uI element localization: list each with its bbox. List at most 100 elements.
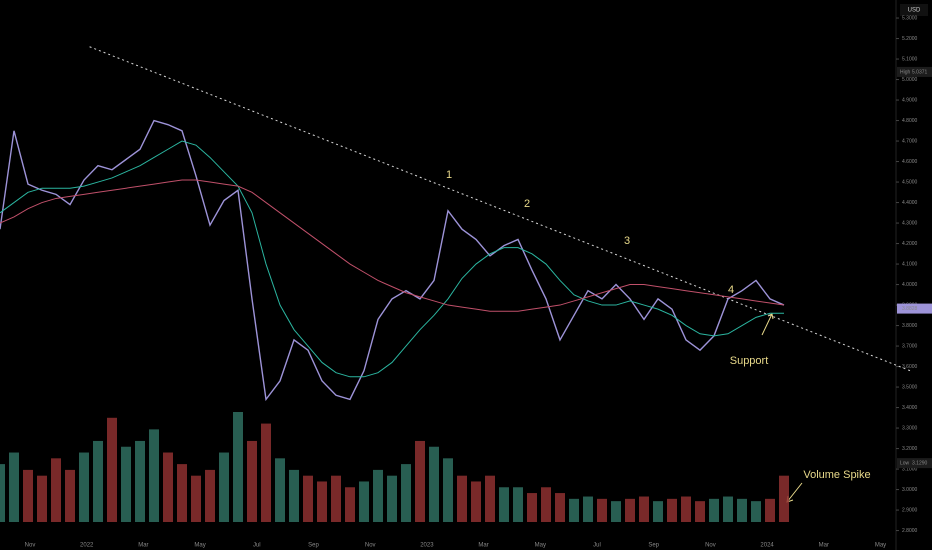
volume-bar (149, 429, 159, 522)
moving-average (0, 179, 785, 312)
volume-bar (303, 475, 313, 522)
annotation: 3 (624, 235, 630, 247)
x-tick-label: Sep (648, 543, 659, 549)
volume-bar (177, 464, 187, 522)
moving-average (0, 140, 784, 378)
volume-bar (569, 498, 579, 522)
volume-bar (639, 496, 649, 522)
x-tick-label: 2023 (420, 543, 434, 549)
y-tick-label: 4.3000 (902, 220, 918, 226)
volume-bar (275, 458, 285, 522)
volume-bar (415, 440, 425, 522)
x-tick-label: Sep (308, 543, 319, 549)
y-tick-label: 4.1000 (902, 261, 918, 267)
volume-bar (135, 440, 145, 522)
high-label: High (900, 69, 911, 75)
y-tick-label: 3.2000 (902, 446, 918, 452)
y-tick-label: 3.0000 (902, 487, 918, 493)
volume-bar (765, 498, 775, 522)
volume-bar (51, 458, 61, 522)
volume-bar (345, 487, 355, 522)
volume-bar (79, 452, 89, 522)
volume-bar (191, 475, 201, 522)
y-tick-label: 3.4000 (902, 405, 918, 411)
volume-bar (9, 452, 19, 522)
y-tick-label: 5.1000 (902, 56, 918, 62)
y-tick-label: 4.7000 (902, 138, 918, 144)
annotation: 2 (524, 198, 530, 210)
volume-bar (583, 496, 593, 522)
volume-bar (163, 452, 173, 522)
volume-bar (681, 496, 691, 522)
volume-bar (527, 493, 537, 522)
volume-bar (247, 440, 257, 522)
volume-bar (541, 487, 551, 522)
y-tick-label: 4.8000 (902, 118, 918, 124)
y-tick-label: 4.0000 (902, 282, 918, 288)
high-value: 5.0371 (912, 69, 928, 75)
volume-bar (499, 487, 509, 522)
x-tick-label: Nov (365, 543, 376, 549)
y-tick-label: 4.2000 (902, 241, 918, 247)
annotation: Volume Spike (803, 469, 870, 481)
annotation: 4 (728, 284, 734, 296)
volume-bar (471, 481, 481, 522)
volume-bar (121, 446, 131, 522)
x-tick-label: Mar (819, 543, 829, 549)
volume-bar (625, 498, 635, 522)
volume-bar (751, 501, 761, 522)
y-tick-label: 4.9000 (902, 97, 918, 103)
volume-bar (387, 475, 397, 522)
volume-bar (401, 464, 411, 522)
x-tick-label: May (875, 543, 886, 549)
last-price: 3.8828 (902, 306, 918, 312)
volume-bar (723, 496, 733, 522)
volume-bar (205, 469, 215, 522)
annotation: 1 (446, 169, 452, 181)
x-tick-label: May (535, 543, 546, 549)
volume-bar (289, 469, 299, 522)
volume-bar (429, 446, 439, 522)
volume-bar (107, 417, 117, 522)
support-arrow (761, 313, 774, 336)
y-tick-label: 4.4000 (902, 200, 918, 206)
y-tick-label: 3.7000 (902, 343, 918, 349)
volume-bar (485, 475, 495, 522)
x-tick-label: Nov (705, 543, 716, 549)
y-tick-label: 3.1000 (902, 466, 918, 472)
volume-bar (23, 469, 33, 522)
volume-bar (597, 498, 607, 522)
spike-arrow (786, 482, 803, 503)
volume-bar (457, 475, 467, 522)
volume-bar (695, 501, 705, 522)
volume-bar (65, 469, 75, 522)
volume-bar (443, 458, 453, 522)
y-tick-label: 3.6000 (902, 364, 918, 370)
x-tick-label: 2024 (760, 543, 774, 549)
x-tick-label: Nov (25, 543, 36, 549)
volume-bar (373, 469, 383, 522)
high-box (897, 66, 932, 77)
last-price-box (897, 303, 932, 314)
volume-bar (261, 423, 271, 522)
annotation: Support (730, 355, 769, 367)
volume-bar (611, 501, 621, 522)
trendline (89, 46, 911, 372)
x-tick-label: May (194, 543, 205, 549)
y-tick-label: 4.6000 (902, 159, 918, 165)
volume-bar (219, 452, 229, 522)
x-tick-label: Mar (478, 543, 488, 549)
price-line (0, 119, 785, 402)
y-tick-label: 2.9000 (902, 507, 918, 513)
y-tick-label: 5.0000 (902, 77, 918, 83)
y-tick-label: 5.3000 (902, 15, 918, 21)
volume-bar (0, 464, 5, 522)
volume-bar (513, 487, 523, 522)
y-tick-label: 2.8000 (902, 528, 918, 534)
y-tick-label: 3.3000 (902, 425, 918, 431)
currency: USD (908, 8, 921, 14)
x-tick-label: Jul (593, 543, 601, 549)
volume-bar (233, 412, 243, 522)
volume-bar (737, 498, 747, 522)
